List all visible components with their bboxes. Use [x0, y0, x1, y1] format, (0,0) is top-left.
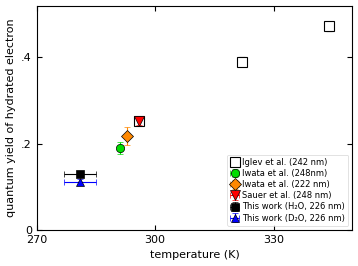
Y-axis label: quantum yield of hydrated electron: quantum yield of hydrated electron [6, 18, 15, 217]
X-axis label: temperature (K): temperature (K) [150, 251, 240, 260]
Legend: Iglev et al. (242 nm), Iwata et al. (248nm), Iwata et al. (222 nm), Sauer et al.: Iglev et al. (242 nm), Iwata et al. (248… [227, 155, 348, 226]
